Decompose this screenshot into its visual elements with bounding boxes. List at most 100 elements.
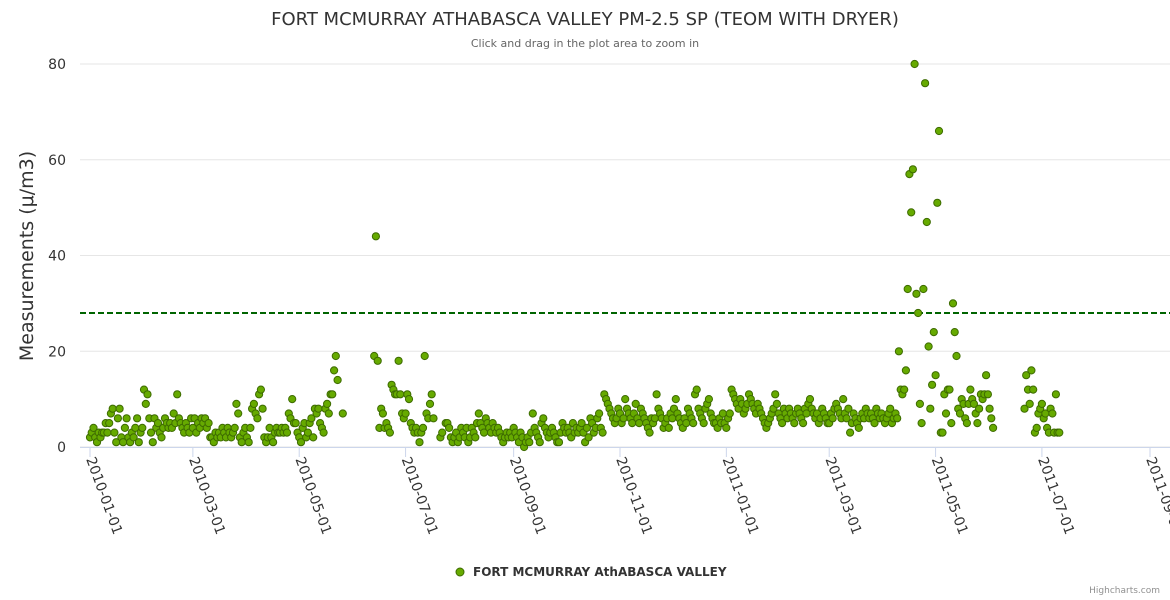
data-point[interactable] <box>129 433 138 442</box>
data-point[interactable] <box>474 409 483 418</box>
data-point[interactable] <box>204 419 213 428</box>
data-point[interactable] <box>921 79 930 88</box>
data-point[interactable] <box>839 395 848 404</box>
data-point[interactable] <box>907 208 916 217</box>
legend-label[interactable]: FORT MCMURRAY AthABASCA VALLEY <box>473 565 727 579</box>
data-point[interactable] <box>122 414 131 423</box>
data-point[interactable] <box>404 395 414 404</box>
legend[interactable]: FORT MCMURRAY AthABASCA VALLEY <box>455 565 727 579</box>
data-point[interactable] <box>169 409 178 418</box>
data-point[interactable] <box>133 414 142 423</box>
data-point[interactable] <box>338 409 347 418</box>
data-point[interactable] <box>725 409 734 418</box>
data-point[interactable] <box>952 351 961 361</box>
data-point[interactable] <box>947 419 956 428</box>
data-point[interactable] <box>1048 409 1057 418</box>
data-point[interactable] <box>331 351 340 361</box>
data-point[interactable] <box>771 390 780 399</box>
data-point[interactable] <box>894 347 904 356</box>
data-point[interactable] <box>910 59 919 69</box>
data-point[interactable] <box>900 385 909 394</box>
data-point[interactable] <box>1020 404 1029 413</box>
data-point[interactable] <box>975 404 984 413</box>
data-point[interactable] <box>113 414 123 423</box>
data-point[interactable] <box>790 419 799 428</box>
data-point[interactable] <box>246 423 255 432</box>
data-point[interactable] <box>908 165 918 174</box>
data-point[interactable] <box>438 428 447 437</box>
data-point[interactable] <box>230 423 239 432</box>
data-point[interactable] <box>799 419 808 428</box>
data-point[interactable] <box>926 404 935 413</box>
data-point[interactable] <box>689 419 698 428</box>
data-point[interactable] <box>282 428 292 437</box>
data-point[interactable] <box>1022 371 1031 380</box>
data-point[interactable] <box>945 385 954 394</box>
data-point[interactable] <box>969 399 979 408</box>
data-point[interactable] <box>903 284 912 294</box>
data-point[interactable] <box>330 366 339 375</box>
data-point[interactable] <box>955 409 965 418</box>
data-point[interactable] <box>420 351 429 361</box>
data-point[interactable] <box>692 385 701 394</box>
data-point[interactable] <box>385 428 394 437</box>
data-point[interactable] <box>901 366 911 375</box>
data-point[interactable] <box>309 433 318 442</box>
data-point[interactable] <box>539 414 548 423</box>
data-point[interactable] <box>922 217 931 227</box>
data-point[interactable] <box>1055 428 1064 437</box>
data-point[interactable] <box>378 409 387 418</box>
data-point[interactable] <box>924 342 933 351</box>
data-point[interactable] <box>934 126 944 136</box>
data-point[interactable] <box>425 399 435 408</box>
data-point[interactable] <box>652 390 661 399</box>
data-point[interactable] <box>989 423 998 432</box>
data-point[interactable] <box>987 414 996 423</box>
data-point[interactable] <box>842 414 851 423</box>
data-point[interactable] <box>983 390 993 399</box>
data-point[interactable] <box>429 414 438 423</box>
data-point[interactable] <box>394 356 403 365</box>
data-point[interactable] <box>805 395 815 404</box>
data-point[interactable] <box>105 419 114 428</box>
data-point[interactable] <box>108 404 117 413</box>
data-point[interactable] <box>288 395 297 404</box>
data-point[interactable] <box>258 404 267 413</box>
data-point[interactable] <box>244 438 253 447</box>
data-point[interactable] <box>982 371 991 380</box>
data-point[interactable] <box>535 438 544 447</box>
data-point[interactable] <box>324 409 333 418</box>
data-point[interactable] <box>415 438 424 447</box>
data-point[interactable] <box>1032 423 1041 432</box>
data-point[interactable] <box>371 232 380 241</box>
data-point[interactable] <box>595 409 604 418</box>
data-point[interactable] <box>307 414 316 423</box>
data-point[interactable] <box>256 385 265 394</box>
data-point[interactable] <box>314 404 323 413</box>
data-point[interactable] <box>582 423 592 432</box>
data-point[interactable] <box>323 399 332 408</box>
data-point[interactable] <box>772 399 782 408</box>
data-point[interactable] <box>846 428 855 437</box>
data-point[interactable] <box>938 428 947 437</box>
data-point[interactable] <box>584 433 593 442</box>
data-point[interactable] <box>704 395 714 404</box>
data-point[interactable] <box>699 419 708 428</box>
data-point[interactable] <box>249 399 258 408</box>
data-point[interactable] <box>915 399 925 408</box>
data-point[interactable] <box>115 404 124 413</box>
data-point[interactable] <box>631 399 640 408</box>
data-point[interactable] <box>554 438 564 447</box>
data-point[interactable] <box>1051 390 1061 399</box>
data-point[interactable] <box>893 414 902 423</box>
data-point[interactable] <box>870 419 879 428</box>
data-point[interactable] <box>157 433 166 442</box>
data-point[interactable] <box>173 390 182 399</box>
data-point[interactable] <box>645 428 654 437</box>
credits[interactable]: Highcharts.com <box>1089 586 1160 596</box>
data-point[interactable] <box>1025 399 1034 408</box>
data-point[interactable] <box>138 423 147 432</box>
data-point[interactable] <box>401 409 410 418</box>
data-point[interactable] <box>950 328 959 337</box>
